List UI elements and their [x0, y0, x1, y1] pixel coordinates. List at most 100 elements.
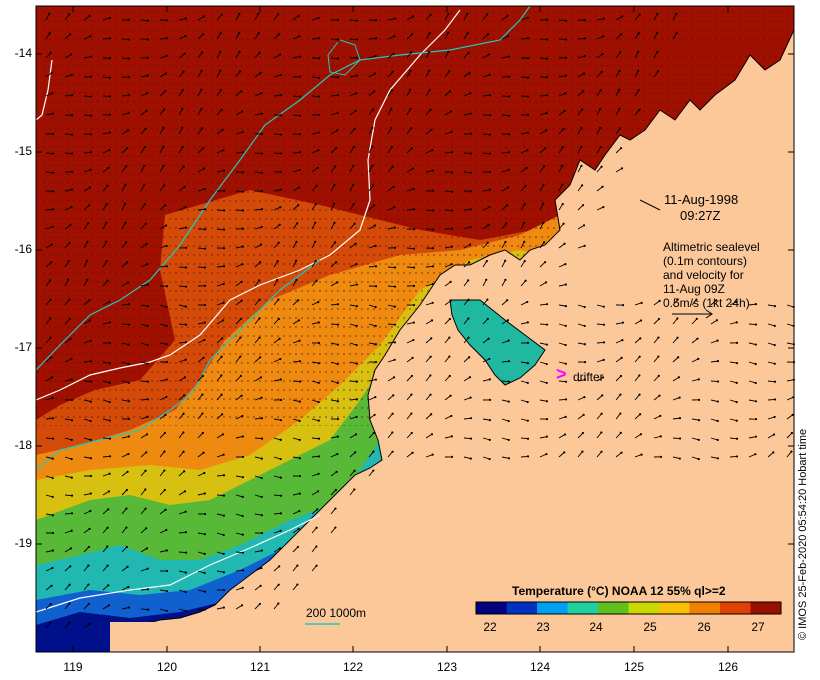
velocity-arrow-head	[582, 413, 585, 416]
velocity-arrow-head	[355, 283, 358, 286]
velocity-arrow-head	[298, 55, 301, 58]
velocity-arrow	[672, 376, 680, 382]
velocity-arrow	[482, 456, 490, 460]
velocity-arrow	[748, 453, 756, 458]
velocity-arrow	[501, 35, 509, 40]
velocity-arrow-head	[108, 341, 112, 345]
axis-ticks	[36, 6, 794, 652]
velocity-arrow-head	[317, 149, 320, 152]
velocity-arrow-head	[411, 451, 414, 454]
velocity-arrow	[197, 188, 205, 192]
velocity-arrow-head	[279, 73, 282, 77]
velocity-arrow-head	[658, 394, 661, 397]
velocity-arrow	[254, 208, 263, 211]
velocity-arrow-head	[600, 431, 603, 434]
velocity-arrow	[615, 357, 622, 363]
velocity-arrow	[596, 35, 604, 40]
velocity-arrow-head	[317, 37, 321, 40]
velocity-arrow	[197, 108, 202, 116]
velocity-arrow-head	[487, 337, 490, 340]
velocity-arrow-head	[373, 90, 376, 93]
velocity-arrow-head	[316, 166, 319, 169]
velocity-arrow	[273, 152, 282, 154]
colorbar-segment	[720, 602, 751, 614]
velocity-arrow-head	[51, 476, 54, 480]
velocity-arrow	[178, 71, 184, 78]
velocity-arrow-head	[257, 12, 260, 15]
velocity-arrow-head	[278, 223, 281, 226]
velocity-arrow	[463, 113, 471, 116]
velocity-arrow	[615, 128, 621, 135]
velocity-arrow	[539, 130, 547, 135]
velocity-arrow-head	[163, 488, 166, 492]
velocity-arrow	[463, 280, 469, 287]
velocity-arrow	[387, 377, 395, 382]
velocity-arrow	[45, 72, 52, 78]
velocity-arrow-head	[298, 492, 301, 495]
velocity-arrow	[425, 433, 433, 439]
velocity-arrow-head	[184, 551, 188, 554]
velocity-arrow	[121, 607, 129, 610]
velocity-arrow-head	[334, 526, 337, 529]
velocity-arrow	[330, 130, 338, 135]
velocity-arrow	[520, 455, 529, 458]
velocity-arrow	[786, 304, 794, 308]
velocity-arrow-head	[165, 305, 168, 309]
velocity-arrow-head	[220, 355, 223, 358]
velocity-arrow	[311, 565, 317, 572]
velocity-arrow	[235, 513, 243, 517]
y-label: -15	[14, 144, 32, 158]
velocity-arrow-head	[221, 337, 224, 340]
velocity-arrow	[311, 280, 317, 287]
velocity-arrow-head	[184, 341, 188, 344]
velocity-arrow	[311, 509, 318, 515]
velocity-arrow-head	[184, 285, 188, 288]
velocity-arrow-head	[545, 94, 549, 97]
velocity-arrow-head	[393, 226, 396, 229]
velocity-arrow-head	[51, 514, 54, 517]
velocity-arrow-head	[68, 621, 71, 624]
velocity-arrow	[425, 338, 432, 344]
velocity-arrow-head	[317, 16, 320, 20]
velocity-arrow-head	[336, 76, 340, 79]
velocity-arrow	[102, 167, 109, 173]
velocity-arrow-head	[640, 453, 643, 456]
velocity-arrow-head	[601, 52, 604, 55]
velocity-arrow-head	[581, 450, 584, 453]
velocity-arrow	[83, 623, 90, 629]
velocity-arrow-head	[523, 203, 526, 206]
velocity-arrow-head	[411, 15, 415, 18]
velocity-arrow	[444, 281, 451, 287]
velocity-arrow	[311, 76, 320, 79]
velocity-arrow	[786, 451, 792, 458]
velocity-arrow-head	[219, 88, 222, 92]
velocity-arrow-head	[68, 602, 71, 605]
velocity-arrow-head	[88, 186, 92, 189]
velocity-arrow	[159, 451, 165, 458]
velocity-arrow-head	[260, 208, 264, 211]
velocity-arrow	[596, 451, 602, 458]
velocity-arrow	[102, 508, 109, 515]
velocity-arrow-head	[487, 33, 490, 36]
velocity-arrow	[140, 508, 146, 515]
velocity-arrow	[482, 206, 490, 211]
velocity-arrow-head	[545, 323, 549, 326]
velocity-arrow-head	[50, 376, 54, 379]
velocity-arrow-head	[259, 243, 263, 246]
velocity-arrow-head	[314, 221, 317, 224]
velocity-arrow	[482, 418, 490, 421]
velocity-arrow-head	[127, 435, 130, 438]
velocity-arrow	[444, 131, 452, 135]
velocity-arrow-head	[675, 31, 678, 35]
velocity-arrow	[387, 413, 393, 420]
velocity-arrow	[45, 376, 53, 382]
velocity-arrow-head	[678, 457, 681, 460]
velocity-arrow-head	[581, 108, 584, 111]
velocity-arrow	[235, 337, 241, 344]
velocity-arrow	[387, 451, 393, 458]
velocity-arrow-head	[87, 222, 90, 225]
velocity-arrow-head	[238, 12, 241, 15]
velocity-arrow	[235, 569, 244, 572]
velocity-arrow	[311, 418, 319, 422]
velocity-arrow	[64, 94, 73, 97]
